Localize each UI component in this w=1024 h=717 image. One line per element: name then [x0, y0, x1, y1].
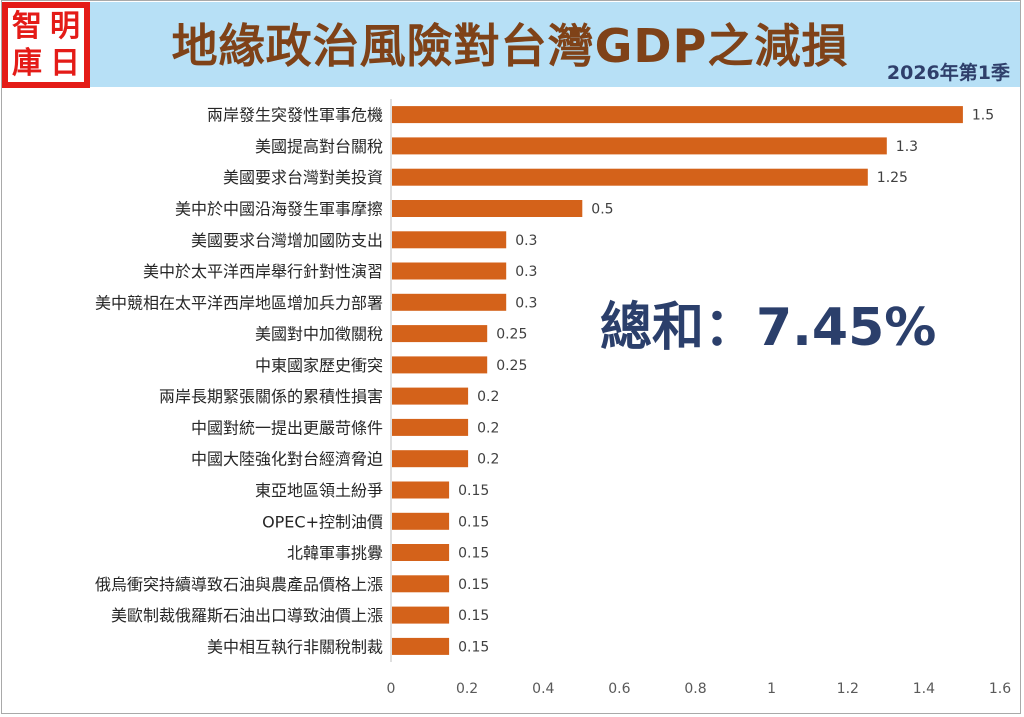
category-label: 中國對統一提出更嚴苛條件	[191, 418, 383, 437]
bar	[392, 575, 450, 593]
data-label: 0.15	[458, 608, 489, 624]
data-label: 0.15	[458, 546, 489, 562]
category-label: 美歐制裁俄羅斯石油出口導致油價上漲	[111, 606, 383, 625]
category-label: 美國要求台灣增加國防支出	[191, 231, 383, 250]
category-label: 俄烏衝突持續導致石油與農產品價格上漲	[95, 575, 383, 594]
bar	[392, 387, 469, 405]
category-label: 美國要求台灣對美投資	[223, 168, 383, 187]
category-label: 美中於中國沿海發生軍事摩擦	[175, 200, 383, 219]
data-label: 1.5	[972, 108, 994, 124]
data-label: 1.3	[896, 139, 918, 155]
data-label: 0.25	[496, 327, 527, 343]
category-label: 美中於太平洋西岸舉行針對性演習	[143, 262, 383, 281]
bar	[392, 512, 450, 530]
bar	[392, 293, 507, 311]
bar	[392, 106, 963, 124]
category-label: 美中相互執行非關稅制裁	[207, 637, 383, 656]
category-label: 美中競相在太平洋西岸地區增加兵力部署	[95, 293, 383, 312]
bar	[392, 262, 507, 280]
x-tick-label: 0.4	[532, 681, 554, 697]
category-label: 美國提高對台關稅	[255, 137, 383, 156]
category-label: 美國對中加徵關稅	[255, 325, 383, 344]
data-label: 1.25	[877, 170, 908, 186]
x-tick-label: 1.2	[837, 681, 859, 697]
logo-char: 明	[50, 8, 80, 44]
category-label: 兩岸長期緊張關係的累積性損害	[159, 387, 383, 406]
logo-char: 庫	[12, 45, 42, 81]
data-label: 0.15	[458, 483, 489, 499]
data-label: 0.3	[515, 295, 537, 311]
bar	[392, 356, 488, 374]
category-label: OPEC+控制油價	[262, 512, 383, 531]
data-label: 0.2	[477, 389, 499, 405]
x-tick-label: 0.2	[456, 681, 478, 697]
logo-char: 日	[50, 45, 80, 81]
x-tick-label: 0.6	[608, 681, 630, 697]
bar	[392, 450, 469, 468]
bar	[392, 418, 469, 436]
category-label: 中東國家歷史衝突	[255, 356, 383, 375]
data-label: 0.3	[515, 264, 537, 280]
x-tick-label: 1.6	[989, 681, 1011, 697]
data-label: 0.15	[458, 514, 489, 530]
data-label: 0.5	[591, 202, 613, 218]
x-tick-label: 0	[387, 681, 396, 697]
header-band	[2, 2, 1020, 87]
bar	[392, 637, 450, 655]
data-label: 0.15	[458, 577, 489, 593]
category-label: 東亞地區領土紛爭	[255, 481, 383, 500]
bar	[392, 325, 488, 343]
data-label: 0.2	[477, 420, 499, 436]
data-label: 0.2	[477, 452, 499, 468]
bar	[392, 168, 868, 186]
x-tick-label: 0.8	[684, 681, 706, 697]
category-label: 北韓軍事挑釁	[287, 544, 383, 563]
bar	[392, 606, 450, 624]
bar	[392, 137, 887, 155]
bar	[392, 200, 583, 217]
bar	[392, 481, 450, 499]
data-label: 0.15	[458, 639, 489, 655]
data-label: 0.25	[496, 358, 527, 374]
category-label: 中國大陸強化對台經濟脅迫	[191, 450, 383, 469]
data-label: 0.3	[515, 233, 537, 249]
chart-title: 地緣政治風險對台灣GDP之減損	[171, 19, 849, 73]
logo: 智 明 庫 日	[2, 2, 90, 88]
x-tick-label: 1	[767, 681, 776, 697]
category-label: 兩岸發生突發性軍事危機	[207, 106, 383, 125]
bar	[392, 231, 507, 249]
period-label: 2026年第1季	[886, 62, 1010, 84]
logo-char: 智	[12, 8, 42, 44]
total-summary: 總和：7.45%	[600, 298, 937, 358]
x-tick-label: 1.4	[913, 681, 935, 697]
bar	[392, 544, 450, 561]
